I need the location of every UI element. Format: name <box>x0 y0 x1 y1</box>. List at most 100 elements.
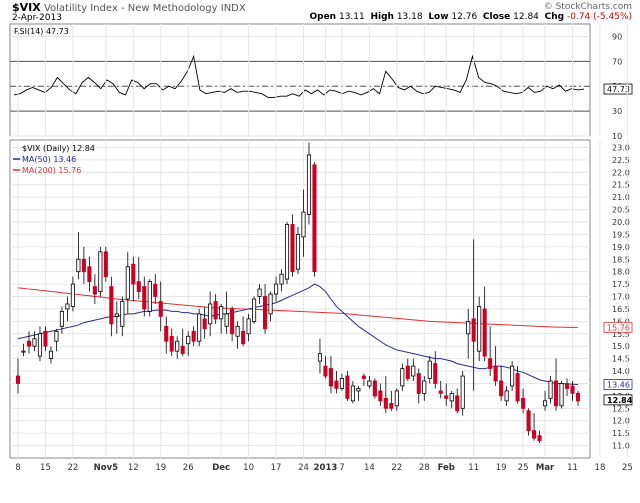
x-tick-label: 7 <box>339 463 344 473</box>
rsi-last-tag-box <box>603 83 633 95</box>
candle-down <box>87 266 92 283</box>
candle-down <box>526 410 531 432</box>
candle-up <box>460 375 465 409</box>
x-tick-label: 24 <box>298 463 309 473</box>
candle-up <box>114 313 119 317</box>
candle-down <box>493 365 498 382</box>
candle-up <box>449 393 454 402</box>
rsi-tick-label: 10 <box>612 132 622 141</box>
candle-down <box>433 363 438 384</box>
candle-down <box>153 283 158 297</box>
x-tick-label: 19 <box>155 463 166 473</box>
candle-up <box>197 313 202 342</box>
candle-up <box>427 360 432 379</box>
candle-down <box>323 365 328 377</box>
candle-down <box>488 358 493 369</box>
x-tick-label: 26 <box>183 463 194 473</box>
candle-down <box>109 286 114 325</box>
price-tick-label: 22.5 <box>612 156 630 165</box>
x-axis: 8 15 22 Nov5 12 19 26 Dec 10 17 24 2013 7 14 22 28 Feb 11… <box>15 463 633 473</box>
symbol: $VIX <box>12 1 41 14</box>
x-tick-label: 14 <box>364 463 375 473</box>
candle-up <box>306 154 312 215</box>
close-last-tag: 12.84 <box>607 396 633 405</box>
candle-down <box>202 318 207 330</box>
price-tick-label: 21.5 <box>612 181 630 190</box>
x-tick-label: 18 <box>595 463 606 473</box>
ma50-last-tag: 13.46 <box>607 380 630 389</box>
price-legend-ma200: MA(200) 15.76 <box>22 166 81 175</box>
candle-down <box>372 380 377 397</box>
candle-up <box>273 283 279 295</box>
candle-down <box>92 286 97 295</box>
candle-up <box>317 353 323 362</box>
candle-down <box>131 263 136 285</box>
low-value: 12.76 <box>451 12 478 22</box>
candle-down <box>455 395 460 412</box>
candle-up <box>208 303 213 325</box>
candle-down <box>553 380 559 407</box>
candle-up <box>98 251 103 292</box>
price-tick-label: 20.0 <box>612 218 630 227</box>
candle-down <box>361 375 366 379</box>
candle-up <box>367 380 372 387</box>
x-tick-label: 11 <box>567 463 578 473</box>
candle-up <box>125 266 130 300</box>
x-tick-label: 19 <box>496 463 507 473</box>
candle-down <box>564 383 570 389</box>
close-last-tag-box <box>603 394 633 406</box>
candle-up <box>76 258 81 273</box>
candle-down <box>570 385 575 394</box>
candle-up <box>48 350 53 360</box>
chart-title: $VIX Volatility Index - New Methodology … <box>12 1 246 14</box>
x-tick-label: 25 <box>622 463 633 473</box>
candle-up <box>224 313 229 327</box>
candle-down <box>169 335 174 352</box>
x-tick-label: 10 <box>243 463 254 473</box>
candle-down <box>537 435 542 442</box>
price-tick-label: 14.5 <box>612 355 630 364</box>
high-label: High <box>370 12 394 22</box>
brand-watermark: © StockCharts.com <box>543 2 632 12</box>
candle-up <box>59 311 64 327</box>
price-tick-label: 18.0 <box>612 268 630 277</box>
price-tick-label: 20.5 <box>612 206 630 215</box>
candle-up <box>54 330 59 342</box>
candle-down <box>290 224 295 273</box>
x-tick-label: 2013 <box>314 463 338 473</box>
candle-up <box>422 380 427 394</box>
candle-down <box>230 308 235 335</box>
rsi-tick-label: 30 <box>612 107 622 116</box>
candle-down <box>532 430 537 439</box>
price-tick-label: 17.0 <box>612 293 630 302</box>
price-tick-label: 11.5 <box>612 429 630 438</box>
candle-up <box>400 368 405 387</box>
price-tick-label: 12.5 <box>612 404 630 413</box>
candle-down <box>103 251 108 278</box>
candle-down <box>328 368 333 387</box>
candle-up <box>548 380 553 399</box>
candle-down <box>416 373 421 394</box>
price-tick-label: 18.5 <box>612 255 630 264</box>
chg-label: Chg <box>544 12 565 22</box>
x-tick-label: 15 <box>40 463 51 473</box>
x-tick-label: Feb <box>438 463 455 473</box>
candle-down <box>438 390 443 394</box>
candle-up <box>284 224 290 280</box>
x-tick-label: 12 <box>128 463 139 473</box>
ma50-last-tag-box <box>603 379 633 390</box>
candle-down <box>142 286 147 310</box>
x-tick-label: Mar <box>536 463 555 473</box>
rsi-tick-label: 70 <box>612 57 622 66</box>
price-tick-label: 16.0 <box>612 317 630 326</box>
candle-up <box>268 293 273 315</box>
price-legend-symbol: $VIX (Daily) 12.84 <box>22 144 95 153</box>
candle-up <box>510 365 515 387</box>
candle-down <box>444 395 449 399</box>
price-frame <box>9 139 591 459</box>
price-tick-label: 15.0 <box>612 342 630 351</box>
open-label: Open <box>309 12 337 22</box>
ohlc-summary: Open 13.11 High 13.18 Low 12.76 Close 12… <box>309 12 632 22</box>
